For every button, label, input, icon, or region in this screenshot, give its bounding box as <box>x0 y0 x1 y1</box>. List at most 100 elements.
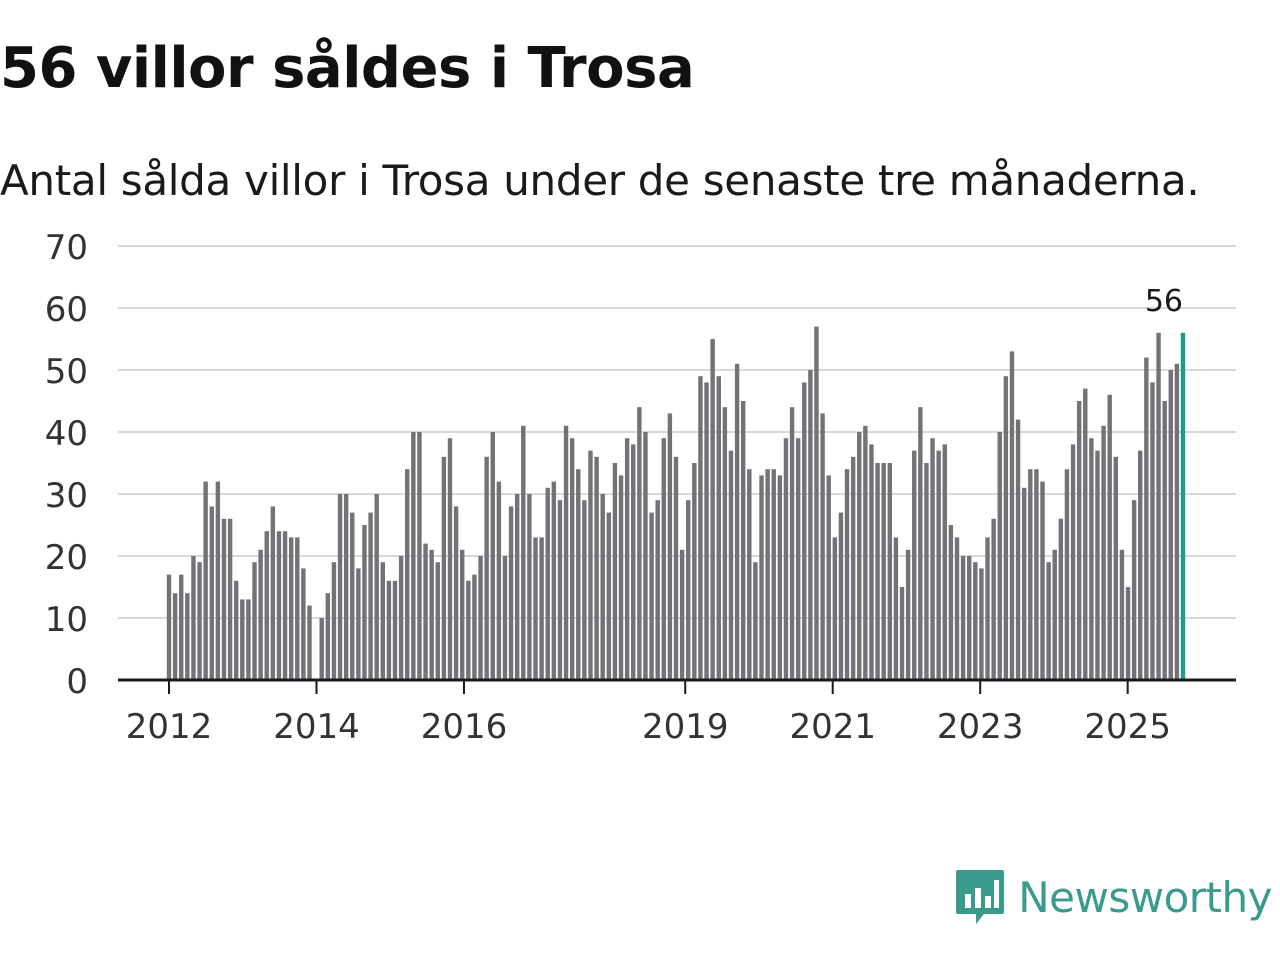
bar <box>692 463 697 680</box>
bar <box>350 512 355 680</box>
bars <box>166 326 1186 680</box>
bar <box>643 432 648 680</box>
data-label-latest: 56 <box>1145 284 1183 319</box>
bar <box>533 537 538 680</box>
newsworthy-chart-icon <box>956 870 1005 924</box>
y-axis-ticks: 0 10 20 30 40 50 60 70 <box>45 228 88 702</box>
bar <box>185 593 190 680</box>
bar <box>227 518 233 680</box>
bar <box>783 438 789 680</box>
bar <box>343 494 349 680</box>
bar <box>1119 549 1125 680</box>
bar <box>881 463 886 680</box>
bar <box>997 432 1002 680</box>
bar <box>179 574 184 680</box>
bar <box>460 549 465 680</box>
x-tick-label: 2012 <box>126 707 213 747</box>
bar <box>521 425 526 680</box>
bar <box>392 580 398 680</box>
x-tick-label: 2023 <box>937 707 1024 747</box>
bar <box>795 438 801 680</box>
bar <box>716 376 721 680</box>
bar <box>380 562 385 680</box>
bar <box>679 549 685 680</box>
bar <box>1064 469 1070 680</box>
y-tick-label: 70 <box>45 228 88 268</box>
bar <box>740 401 746 680</box>
bar <box>1101 425 1106 680</box>
bar <box>545 487 550 680</box>
x-axis-ticks: 2012 2014 2016 2019 2021 2023 2025 <box>126 680 1171 747</box>
bar <box>954 537 960 680</box>
bar <box>594 456 599 680</box>
y-tick-label: 60 <box>45 290 88 330</box>
bar <box>1089 438 1094 680</box>
bar <box>1095 450 1100 680</box>
bar <box>869 444 874 680</box>
bar <box>405 469 410 680</box>
bar <box>771 469 776 680</box>
bar <box>850 456 856 680</box>
bar <box>1076 401 1082 680</box>
bar <box>722 407 728 680</box>
y-tick-label: 0 <box>66 662 88 702</box>
bar <box>820 413 825 680</box>
bar <box>887 463 892 680</box>
bar <box>221 518 227 680</box>
newsworthy-logo: Newsworthy <box>954 868 1272 926</box>
bar <box>924 463 929 680</box>
bar <box>490 432 495 680</box>
bar <box>1009 351 1015 680</box>
bar <box>686 500 691 680</box>
bar <box>893 537 899 680</box>
bar <box>362 525 367 680</box>
bar <box>288 537 294 680</box>
bar <box>386 580 392 680</box>
bar <box>368 512 373 680</box>
bar <box>838 512 844 680</box>
bar <box>985 537 990 680</box>
bar <box>429 549 434 680</box>
bar <box>496 481 502 680</box>
bar <box>441 456 447 680</box>
bar <box>624 438 630 680</box>
bar <box>912 450 917 680</box>
bar <box>258 549 263 680</box>
bar <box>374 494 379 680</box>
bar <box>710 339 715 680</box>
bar <box>417 432 422 680</box>
bar <box>539 537 544 680</box>
bar <box>899 587 905 680</box>
bar <box>826 475 831 680</box>
bar <box>233 580 239 680</box>
y-tick-label: 50 <box>45 352 88 392</box>
bar <box>1162 401 1167 680</box>
bar <box>563 425 569 680</box>
bar <box>246 599 251 680</box>
bar <box>973 562 978 680</box>
bar <box>203 481 208 680</box>
bar <box>967 556 972 680</box>
bar <box>655 500 660 680</box>
bar <box>606 512 612 680</box>
bar <box>576 469 581 680</box>
chart-title: 56 villor såldes i Trosa <box>0 36 695 101</box>
bar <box>759 475 764 680</box>
y-tick-label: 30 <box>45 476 88 516</box>
bar <box>844 469 850 680</box>
bar <box>252 562 257 680</box>
bar <box>918 407 923 680</box>
bar <box>466 580 471 680</box>
bar <box>411 432 416 680</box>
bar <box>282 531 288 680</box>
bar <box>734 363 740 680</box>
y-tick-label: 10 <box>45 600 88 640</box>
bar <box>1052 549 1057 680</box>
bar <box>502 556 508 680</box>
bar <box>618 475 624 680</box>
bar <box>765 469 770 680</box>
bar <box>789 407 795 680</box>
bar <box>1015 419 1021 680</box>
chart-subtitle: Antal sålda villor i Trosa under de sena… <box>0 156 1200 205</box>
bar <box>857 432 862 680</box>
